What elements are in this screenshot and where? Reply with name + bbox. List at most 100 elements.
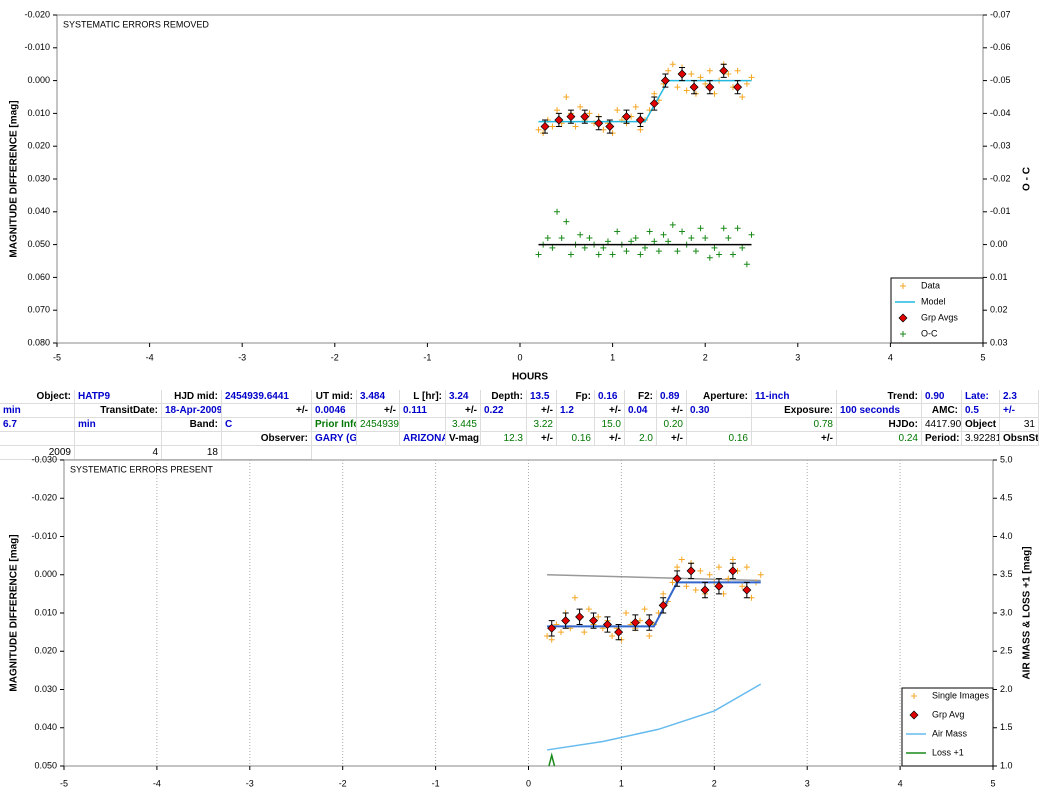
y-tick-label: 0.080	[27, 337, 50, 347]
group-average	[621, 112, 631, 122]
y2-tick-label: 0.02	[990, 305, 1008, 315]
group-average	[547, 623, 557, 633]
legend: Single Images Grp Avg Air Mass Loss +1	[901, 687, 994, 767]
data-point	[706, 571, 713, 578]
data-point	[641, 606, 648, 613]
group-average	[561, 616, 571, 626]
table-cell: AMC:	[922, 404, 962, 418]
table-cell	[557, 418, 595, 432]
data-point	[535, 251, 542, 258]
y2-tick-label: 2.0	[1000, 684, 1013, 694]
table-cell: 4417.9077	[922, 418, 962, 432]
group-average	[742, 585, 752, 595]
table-cell: Aperture:	[687, 390, 752, 404]
legend-symbol	[900, 283, 906, 289]
table-cell: 0.16	[687, 432, 752, 446]
y-tick-label: 0.000	[27, 75, 50, 85]
data-point	[642, 244, 649, 251]
table-cell: Object:	[0, 390, 75, 404]
table-cell: 3.24	[446, 390, 481, 404]
data-point	[636, 617, 643, 624]
data-point	[609, 632, 616, 639]
table-cell: UT mid:	[312, 390, 357, 404]
bottom-chart: -5 -4 -3 -2 -1 0 1 2 3 4 5 -0.030 -0.020 -0.010 0.000 0…	[9, 454, 1033, 788]
data-point	[535, 126, 542, 133]
table-cell: +/-	[752, 432, 837, 446]
data-point	[563, 94, 570, 100]
x-tick-label: 4	[888, 352, 893, 362]
group-average	[649, 99, 659, 109]
table-cell: F2:	[625, 390, 657, 404]
y2-tick-label: -0.04	[990, 108, 1011, 118]
data-point	[679, 228, 686, 235]
y-tick-label: -0.010	[24, 42, 50, 52]
group-average	[677, 69, 687, 79]
table-cell: 0.90	[922, 390, 962, 404]
chart-title: SYSTEMATIC ERRORS REMOVED	[63, 19, 209, 29]
table-cell: Depth:	[481, 390, 527, 404]
data-point	[637, 251, 644, 258]
data-point	[702, 235, 709, 242]
data-point	[655, 248, 662, 255]
table-cell: 2454939.6425	[357, 418, 400, 432]
legend-box	[890, 277, 984, 344]
data-point	[739, 94, 746, 100]
data-point	[674, 564, 681, 571]
y2-tick-label: 4.5	[1000, 493, 1013, 503]
y-tick-label: 0.070	[27, 305, 50, 315]
data-point	[646, 632, 653, 639]
y2-tick-label: 3.5	[1000, 569, 1013, 579]
table-cell: 0.30	[687, 404, 752, 418]
y-tick-label: 0.060	[27, 272, 50, 282]
y2-tick-label: 4.0	[1000, 531, 1013, 541]
y-axis-title: MAGNITUDE DIFFERENCE [mag]	[9, 100, 20, 257]
data-point	[665, 238, 672, 245]
table-cell: C	[222, 418, 312, 432]
table-cell: Band:	[162, 418, 222, 432]
table-cell: +/-	[222, 404, 312, 418]
data-point	[678, 556, 685, 563]
data-point	[725, 71, 732, 78]
x-tick-label: 2	[703, 352, 708, 362]
data-point	[729, 556, 736, 563]
data-point	[586, 110, 593, 117]
legend-label: O-C	[921, 328, 938, 338]
x-tick-label: -4	[153, 778, 161, 788]
y-tick-label: 0.010	[27, 108, 50, 118]
top-chart: -5 -4 -3 -2 -1 0 1 2 3 4 5 -0.020 -0.010 0.000 0.010 0.…	[9, 9, 1033, 382]
y2-tick-label: -0.02	[990, 173, 1011, 183]
legend: Data Model Grp Avgs O-C	[890, 277, 984, 344]
group-average	[714, 581, 724, 591]
data-point	[614, 107, 621, 114]
data-point	[715, 564, 722, 571]
x-tick-label: 3	[795, 352, 800, 362]
y-tick-label: 0.030	[27, 173, 50, 183]
x-tick-label: -2	[331, 352, 339, 362]
y2-tick-label: -0.05	[990, 75, 1011, 85]
table-cell: Fp:	[557, 390, 595, 404]
x-tick-label: 3	[805, 778, 810, 788]
group-average	[635, 115, 645, 125]
data-point	[748, 74, 755, 81]
legend-label: Data	[921, 280, 940, 290]
table-cell: Late:	[962, 390, 1000, 404]
y-tick-label: 0.030	[34, 684, 57, 694]
table-cell: TransitDate:	[75, 404, 162, 418]
table-cell: 18-Apr-2009	[162, 404, 222, 418]
data-point	[632, 103, 639, 110]
table-cell: 1.2	[557, 404, 595, 418]
info-table: Object: HATP9 HJD mid: 2454939.6441 UT mid: 3…	[0, 390, 1039, 460]
table-cell: 3.445	[446, 418, 481, 432]
x-tick-label: -1	[423, 352, 431, 362]
data-point	[558, 235, 565, 242]
x-tick-label: 0	[526, 778, 531, 788]
table-cell	[75, 432, 162, 446]
table-cell: 2.3	[1000, 390, 1039, 404]
series-line	[546, 683, 762, 751]
y2-tick-label: -0.06	[990, 42, 1011, 52]
series-line	[547, 574, 761, 582]
y-tick-label: -0.030	[31, 454, 57, 464]
data-point	[614, 228, 621, 235]
data-point	[739, 583, 746, 590]
